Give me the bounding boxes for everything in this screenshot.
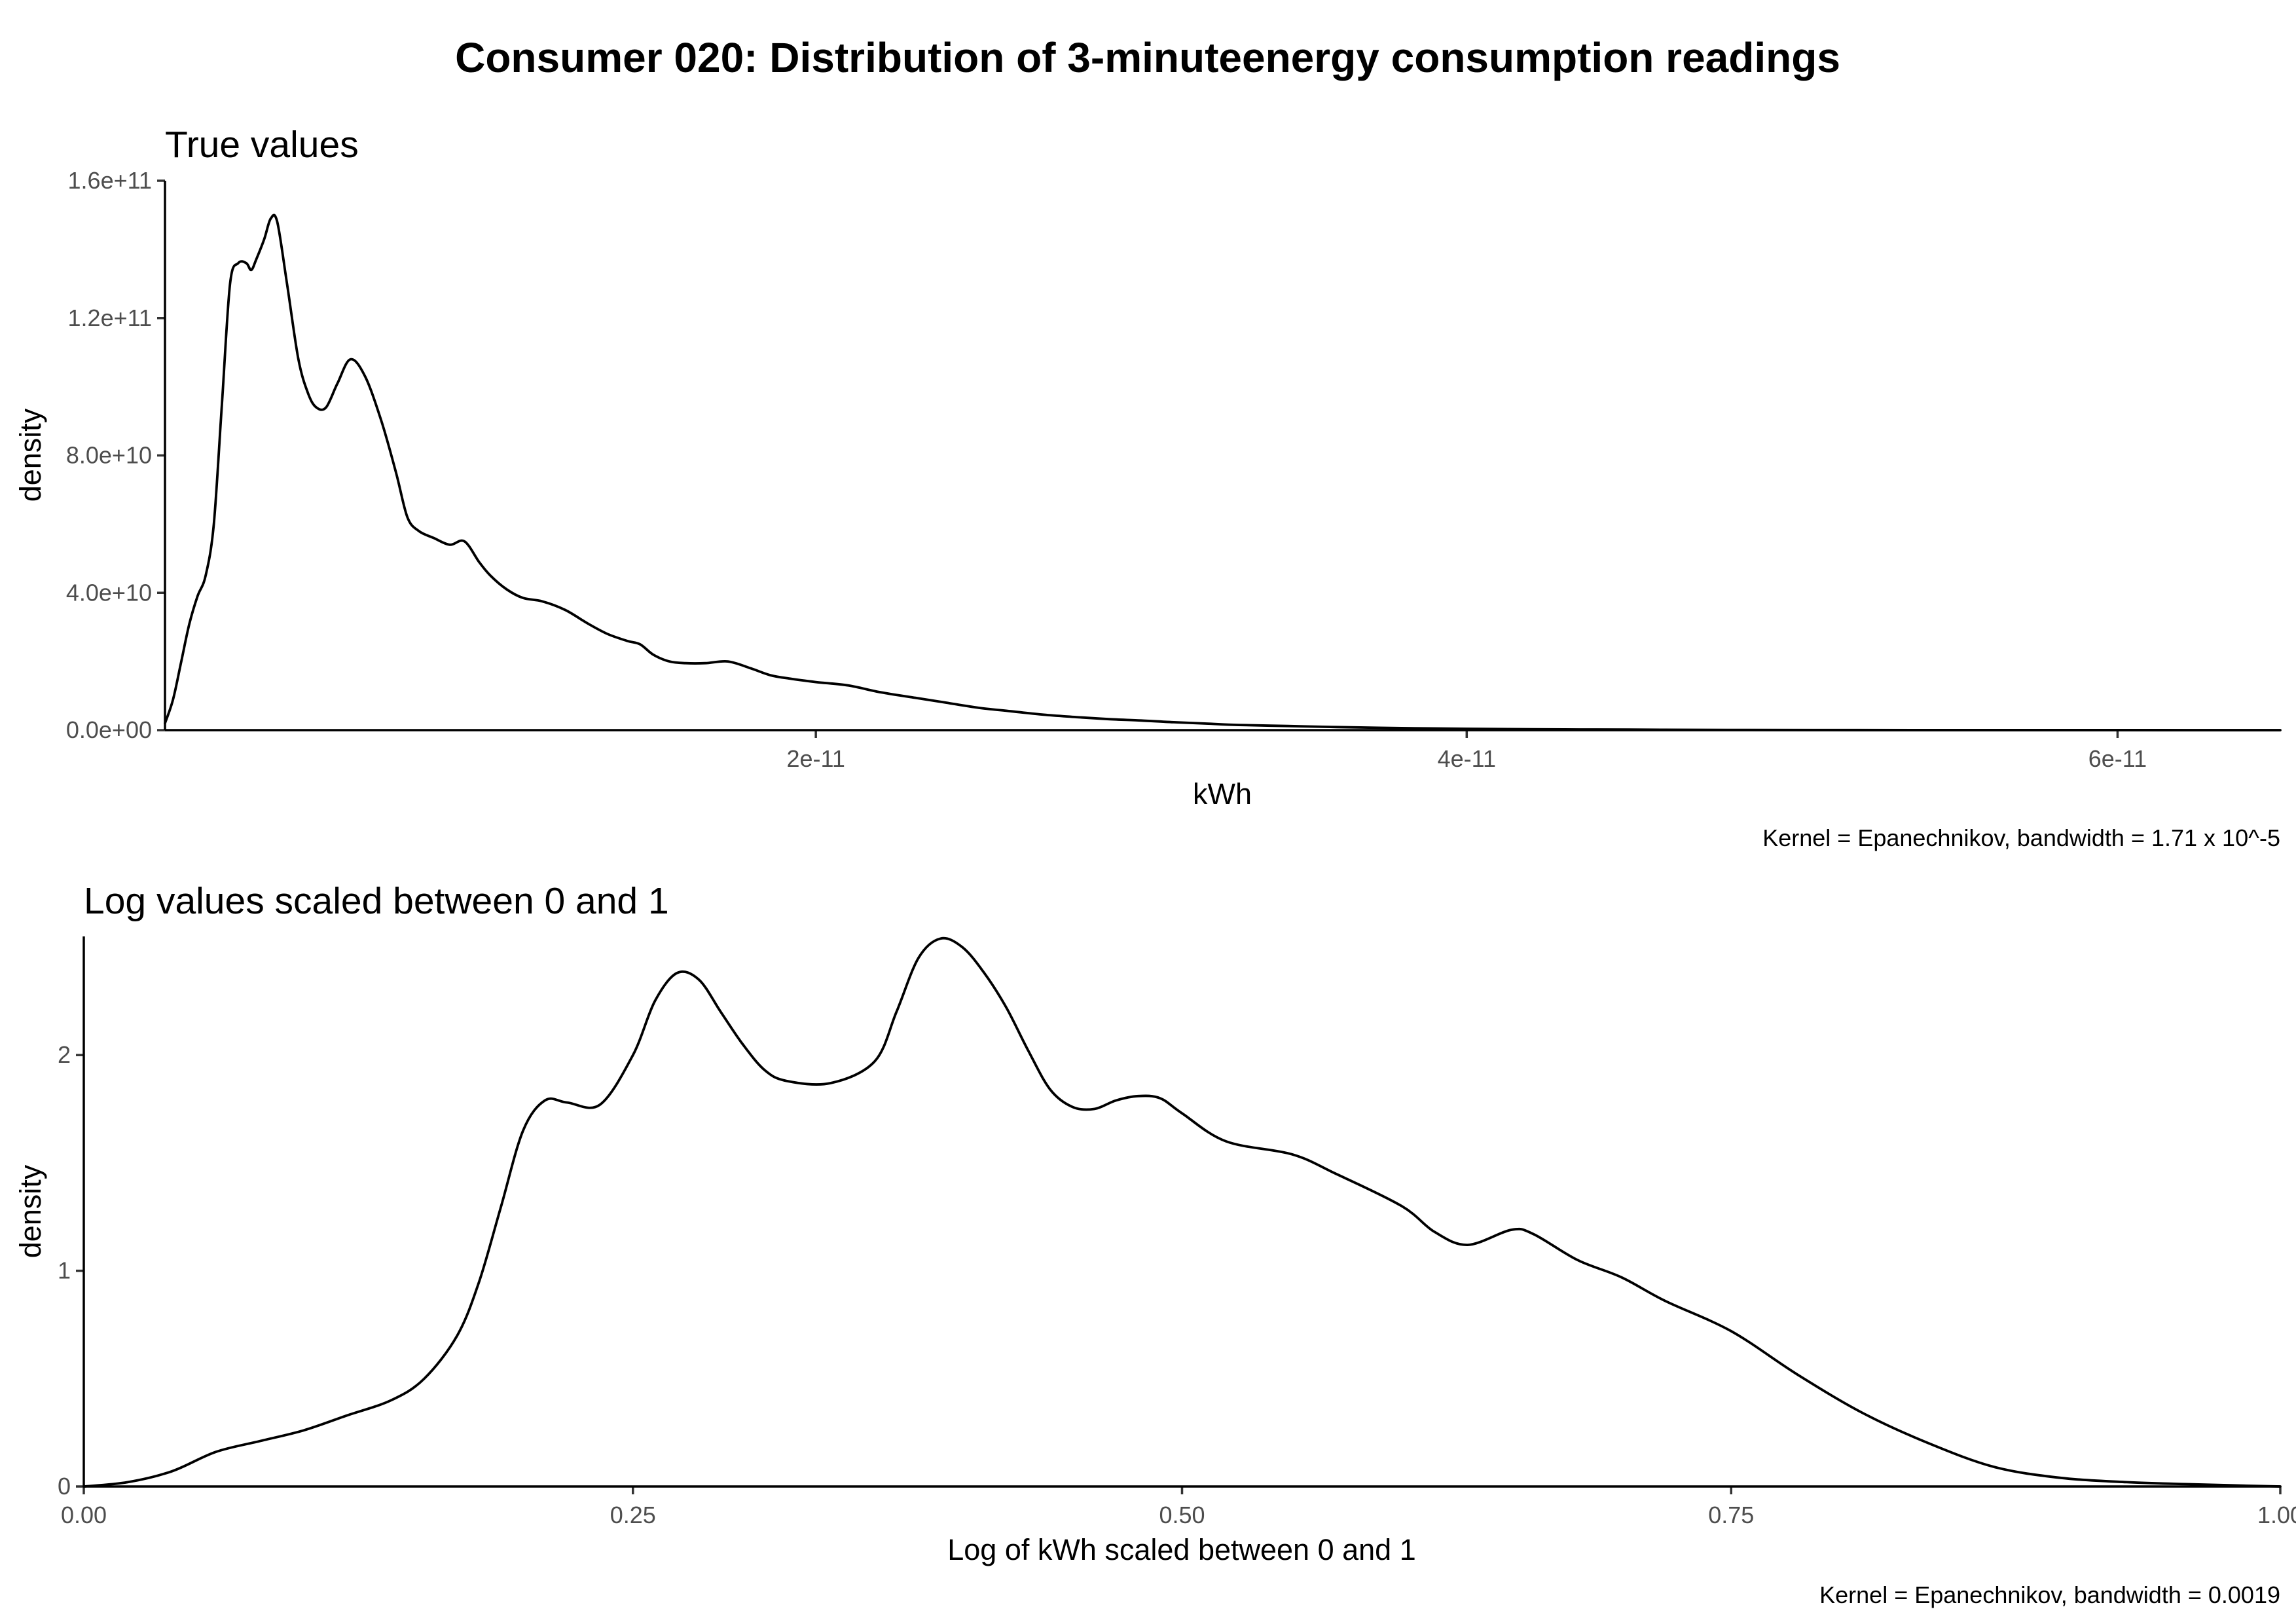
y-tick-label: 0	[58, 1473, 71, 1500]
y-axis-ticks: 0.0e+00 4.0e+10 8.0e+10 1.2e+11 1.6e+11	[66, 167, 165, 743]
density-curve	[164, 213, 2282, 731]
y-axis-title: density	[14, 408, 47, 502]
y-axis-title: density	[14, 1164, 47, 1258]
y-tick-label: 1	[58, 1257, 71, 1284]
y-axis-ticks: 0 1 2	[58, 1041, 84, 1500]
density-curve	[82, 936, 2282, 1488]
x-tick-label: 6e-11	[2088, 745, 2147, 772]
panel-subtitle: True values	[165, 124, 359, 166]
x-tick-label: 0.00	[61, 1502, 107, 1528]
x-axis-title: kWh	[1193, 777, 1252, 811]
y-tick-label: 2	[58, 1041, 71, 1068]
x-tick-label: 0.75	[1708, 1502, 1754, 1528]
y-tick-label: 1.2e+11	[68, 304, 152, 331]
x-tick-label: 4e-11	[1438, 745, 1496, 772]
figure-title: Consumer 020: Distribution of 3-minuteen…	[455, 34, 1840, 81]
kernel-caption: Kernel = Epanechnikov, bandwidth = 0.001…	[1819, 1581, 2280, 1608]
x-tick-label: 1.00	[2257, 1502, 2296, 1528]
panel-log-values: Log values scaled between 0 and 1 0 1 2 0.…	[14, 880, 2296, 1608]
y-tick-label: 4.0e+10	[66, 579, 152, 606]
y-tick-label: 8.0e+10	[66, 442, 152, 469]
panel-true-values: True values 0.0e+00 4.0e+10 8.0e+10 1.2e+11…	[14, 124, 2282, 851]
x-tick-label: 2e-11	[786, 745, 845, 772]
x-axis-ticks: 2e-11 4e-11 6e-11	[786, 730, 2147, 772]
y-tick-label: 1.6e+11	[68, 167, 152, 194]
kernel-caption: Kernel = Epanechnikov, bandwidth = 1.71 …	[1762, 824, 2280, 851]
x-axis-ticks: 0.00 0.25 0.50 0.75 1.00	[61, 1486, 2296, 1528]
y-tick-label: 0.0e+00	[66, 716, 152, 743]
x-tick-label: 0.50	[1159, 1502, 1205, 1528]
panel-subtitle: Log values scaled between 0 and 1	[84, 880, 669, 922]
x-axis-title: Log of kWh scaled between 0 and 1	[947, 1533, 1415, 1566]
x-tick-label: 0.25	[610, 1502, 656, 1528]
